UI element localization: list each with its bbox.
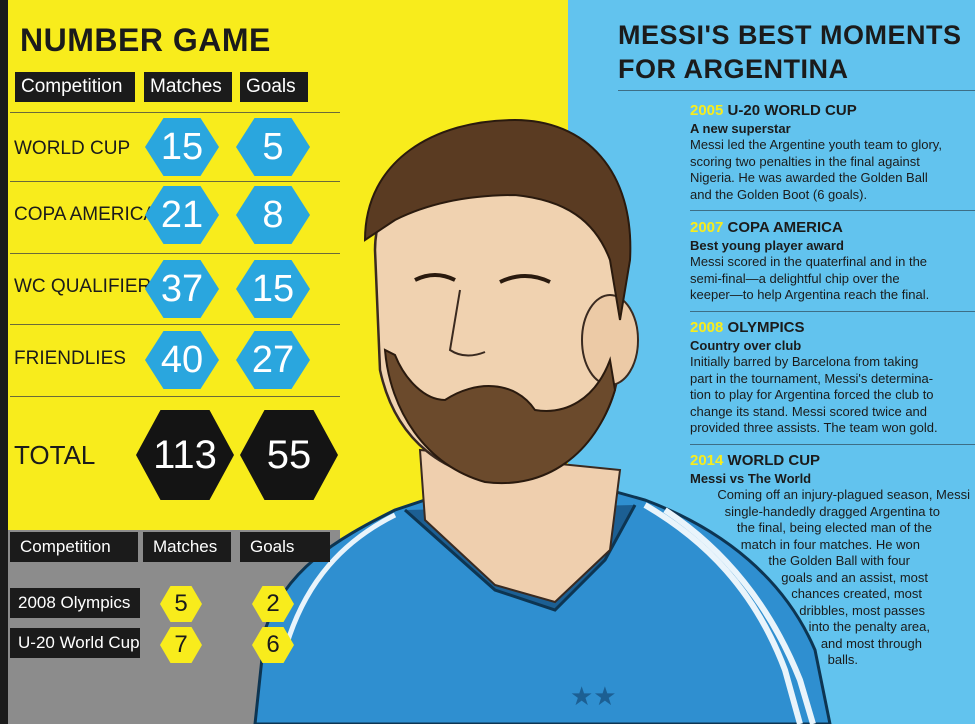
moment-2007-body: Messi scored in the quaterfinal and in t… [690,254,929,304]
body-line: scoring two penalties in the final again… [690,153,920,169]
number-game-title: NUMBER GAME [20,22,271,58]
header-goals: Goals [240,72,308,102]
moment-2014-subtitle: Messi vs The World [690,471,812,486]
body-line: tion to play for Argentina forced the cl… [690,387,934,402]
body-line: dribbles, most passes [799,602,925,618]
moments-title-line2: FOR ARGENTINA [618,54,849,84]
moment-event: OLYMPICS [727,319,805,336]
hex-goals-total: 55 [240,410,338,500]
left-edge-strip [0,0,8,724]
body-line: into the penalty area, [808,619,930,634]
body-line: and most through [820,635,922,651]
moment-year: 2008 [690,319,724,336]
sub-row-label-olympics: 2008 Olympics [10,588,140,618]
body-line: the Golden Ball with four [768,553,910,568]
sub-row-label-u20: U-20 World Cup [10,628,140,658]
row-label-wc-qualifiers: WC QUALIFIERS [14,276,164,297]
moment-2008-subtitle: Country over club [690,338,802,353]
row-divider [10,112,340,113]
moment-divider [690,311,975,312]
player-illustration: ★★ [253,118,832,724]
hex-matches-olympics: 5 [160,586,202,622]
sub-header-matches: Matches [143,532,231,562]
moment-2008-body: Initially barred by Barcelona from takin… [690,354,938,437]
body-line: Initially barred by Barcelona from takin… [690,354,919,369]
moment-year: 2007 [690,219,724,236]
body-line: Coming off an injury-plagued season, Mes… [717,487,970,502]
moment-2005-subtitle: A new superstar [690,121,791,136]
body-line: goals and an assist, most [781,569,928,585]
moment-2014-heading: 2014 WORLD CUP [690,452,820,469]
body-line: part in the tournament, Messi's determin… [690,370,934,386]
moment-event: U-20 WORLD CUP [727,102,857,119]
hex-matches-u20: 7 [160,627,202,663]
moment-2007-heading: 2007 COPA AMERICA [690,219,843,236]
row-label-copa-america: COPA AMERICA [14,204,157,225]
moment-event: COPA AMERICA [727,219,843,236]
svg-text:★★: ★★ [570,682,617,712]
body-line: balls. [827,652,858,667]
body-line: Messi led the Argentine youth team to gl… [690,137,942,152]
moment-2014-body: Coming off an injury-plagued season, Mes… [690,487,970,669]
row-label-world-cup: WORLD CUP [14,138,131,159]
row-divider [10,396,340,397]
body-line: keeper—to help Argentina reach the final… [690,287,930,302]
sub-header-goals: Goals [240,532,330,562]
body-line: match in four matches. He won [740,536,920,552]
header-matches: Matches [144,72,232,102]
title-divider [618,90,975,91]
hex-goals-u20: 6 [252,627,294,663]
body-line: provided three assists. The team won gol… [690,420,938,435]
sub-header-competition: Competition [10,532,138,562]
moment-year: 2005 [690,102,724,119]
moment-event: WORLD CUP [727,452,821,469]
moment-year: 2014 [690,452,724,469]
header-competition: Competition [15,72,135,102]
body-line: chances created, most [791,586,922,601]
body-line: single-handedly dragged Argentina to [724,503,940,519]
body-line: Nigeria. He was awarded the Golden Ball [690,170,928,185]
moment-2008-heading: 2008 OLYMPICS [690,319,805,336]
moment-2005-heading: 2005 U-20 WORLD CUP [690,102,857,119]
body-line: semi-final—a delightful chip over the [690,270,900,286]
body-line: change its stand. Messi scored twice and [690,403,928,419]
moment-divider [690,210,975,211]
body-line: the final, being elected man of the [736,520,932,535]
row-label-friendlies: FRIENDLIES [14,348,126,369]
moments-title-line1: MESSI'S BEST MOMENTS [618,20,962,50]
row-divider [10,324,340,325]
body-line: Messi scored in the quaterfinal and in t… [690,254,928,269]
moment-2007-subtitle: Best young player award [690,238,844,253]
row-divider [10,181,340,182]
row-divider [10,253,340,254]
moment-divider [690,444,975,445]
hex-goals-olympics: 2 [252,586,294,622]
moment-2005-body: Messi led the Argentine youth team to gl… [690,137,942,203]
row-label-total: TOTAL [14,440,96,470]
body-line: and the Golden Boot (6 goals). [690,186,868,202]
